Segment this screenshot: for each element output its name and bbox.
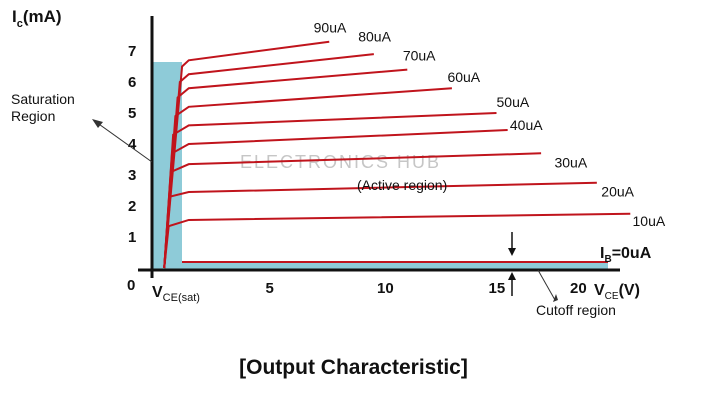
curve-label-70ua: 70uA (403, 47, 436, 63)
ib-zero-label-sub: B (604, 254, 611, 265)
vce-sat-label: VCE(sat) (152, 284, 200, 304)
x-axis-title-sub: CE (605, 291, 619, 302)
curve-label-60ua: 60uA (447, 69, 480, 85)
x-axis-title: VCE(V) (594, 282, 640, 302)
cutoff-region-shade (182, 262, 608, 270)
curve-40ua (163, 129, 508, 269)
cutoff-arrow-top-head (508, 248, 516, 256)
y-axis-title: Ic(mA) (12, 7, 62, 30)
curve-10ua (163, 212, 631, 269)
ib-zero-label-main: I (600, 245, 604, 262)
x-tick-labels: 5 10 15 20 (266, 280, 587, 297)
vce-sat-sub: CE(sat) (163, 292, 200, 304)
ib-zero-label: IB=0uA (600, 245, 652, 265)
origin-label: 0 (127, 277, 135, 294)
curve-20ua (163, 181, 597, 269)
curve-label-50ua: 50uA (497, 94, 530, 110)
cutoff-arrow-bottom-head (508, 272, 516, 280)
vce-sat-main: V (152, 284, 163, 301)
x-tick-label: 5 (266, 280, 274, 297)
curve-label-30ua: 30uA (554, 154, 587, 170)
x-axis-title-unit: (V) (619, 282, 640, 299)
collector-curves: 90uA 80uA 70uA 60uA 50uA 40uA 30uA 20uA 10uA (163, 19, 666, 269)
curve-label-10ua: 10uA (633, 213, 666, 229)
saturation-region-label-line1: Saturation (11, 91, 75, 107)
chart-caption: [Output Characteristic] (239, 356, 468, 379)
y-tick-labels: 1 2 3 4 5 6 7 (128, 43, 137, 246)
y-axis-title-unit: (mA) (23, 7, 62, 26)
y-axis-title-sub: c (17, 18, 23, 30)
saturation-arrow-head (92, 119, 103, 128)
y-tick-label: 7 (128, 43, 136, 60)
ib-zero-label-rest: =0uA (612, 245, 652, 262)
curve-label-40ua: 40uA (510, 117, 543, 133)
output-characteristic-chart: ELECTRONICS HUB 90uA80uA70uA60uA50uA40uA… (11, 7, 666, 318)
curve-label-80ua: 80uA (358, 29, 391, 45)
y-tick-label: 3 (128, 167, 136, 184)
cutoff-arrow-head (553, 294, 558, 302)
x-tick-label: 15 (489, 280, 506, 297)
x-axis-title-main: V (594, 282, 605, 299)
active-region-label: (Active region) (357, 177, 447, 193)
curve-label-90ua: 90uA (314, 19, 347, 35)
y-tick-label: 2 (128, 198, 136, 215)
y-tick-label: 6 (128, 74, 136, 91)
y-tick-label: 5 (128, 105, 136, 122)
y-tick-label: 4 (128, 136, 137, 153)
saturation-arrow (95, 121, 153, 163)
x-tick-label: 20 (570, 280, 587, 297)
y-axis-title-main: I (12, 7, 17, 26)
cutoff-region-label: Cutoff region (536, 302, 616, 318)
x-tick-label: 10 (377, 280, 394, 297)
saturation-region-label-line2: Region (11, 108, 55, 124)
saturation-region-label: Saturation Region (11, 91, 79, 124)
cutoff-arrow (537, 269, 556, 301)
curve-label-20ua: 20uA (601, 184, 634, 200)
y-tick-label: 1 (128, 229, 136, 246)
